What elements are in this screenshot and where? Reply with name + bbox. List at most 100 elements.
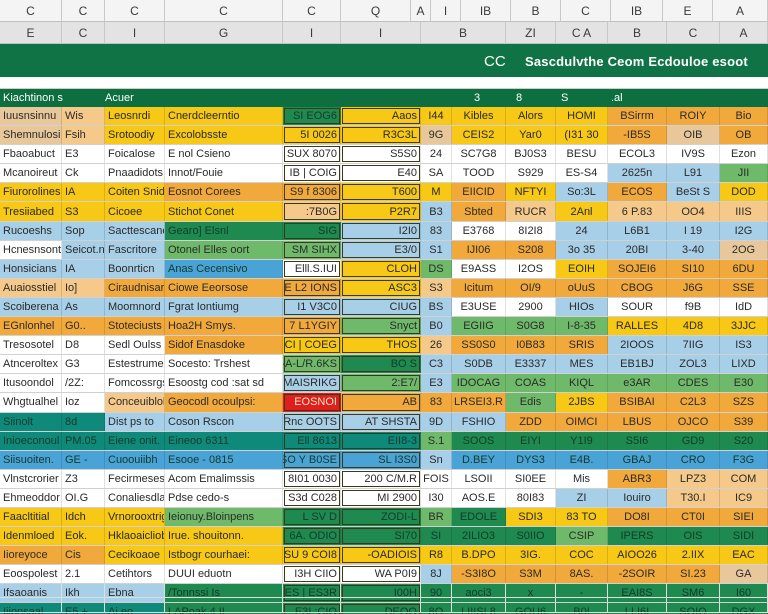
table-cell[interactable]: 83 TO	[556, 507, 608, 527]
table-cell[interactable]: SUX 8070	[283, 145, 341, 164]
table-cell[interactable]: 9G	[421, 126, 452, 145]
table-cell[interactable]: Eoospolest	[0, 565, 62, 584]
table-cell[interactable]: Sidof Enasdoke	[165, 336, 283, 355]
header-col-i[interactable]: S	[561, 92, 569, 104]
table-cell[interactable]: I0B83	[506, 336, 556, 355]
table-cell[interactable]: Eok.	[62, 527, 105, 546]
table-cell[interactable]: Cuoouiibh	[105, 450, 165, 469]
table-cell[interactable]: Elll.S.IUI	[283, 259, 341, 278]
table-cell[interactable]: -2SOIR	[608, 565, 667, 584]
table-cell[interactable]: Whgtualhel	[0, 393, 62, 412]
table-cell[interactable]: E9ASS	[452, 259, 506, 278]
table-cell[interactable]: IS3	[720, 336, 768, 355]
table-cell[interactable]: B0	[421, 317, 452, 336]
table-cell[interactable]: 2ILIO3	[452, 527, 506, 546]
table-cell[interactable]: M	[421, 183, 452, 202]
table-cell[interactable]: 3o 35	[556, 240, 608, 259]
table-cell[interactable]: 6 P.83	[608, 202, 667, 221]
table-cell[interactable]: Fgrat Iontiumg	[165, 297, 283, 317]
table-cell[interactable]: DYS3	[506, 450, 556, 469]
table-cell[interactable]: S0IIO	[506, 527, 556, 546]
table-cell[interactable]: Fascritore	[105, 240, 165, 259]
table-cell[interactable]: BO S	[341, 355, 421, 374]
column-header-second[interactable]: C	[667, 22, 720, 44]
table-cell[interactable]: Inioeconoul	[0, 431, 62, 450]
empty-cell[interactable]	[667, 583, 720, 597]
table-cell[interactable]: THOS	[341, 336, 421, 355]
table-cell[interactable]: SOUR	[608, 297, 667, 317]
table-cell[interactable]: ZODI-L	[341, 507, 421, 527]
table-cell[interactable]: SIG	[283, 221, 341, 240]
table-cell[interactable]: Fbaoabuct	[0, 145, 62, 164]
column-header-top[interactable]: C	[62, 0, 105, 22]
table-cell[interactable]: COM	[720, 469, 768, 488]
table-cell[interactable]: S3	[421, 278, 452, 297]
table-cell[interactable]: -A-L/R.6KS	[283, 355, 341, 374]
table-cell[interactable]: Faacltitial	[0, 507, 62, 527]
table-cell[interactable]: e3AR	[608, 374, 667, 393]
table-cell[interactable]: Scoiberena	[0, 297, 62, 317]
table-cell[interactable]: ZOL3	[667, 355, 720, 374]
table-cell[interactable]: Gearo] Elsnl	[165, 221, 283, 240]
table-cell[interactable]: Alors	[506, 107, 556, 126]
table-cell[interactable]: PM.05	[62, 431, 105, 450]
empty-cell[interactable]	[667, 598, 720, 612]
table-cell[interactable]: WA P0I9	[341, 565, 421, 584]
table-cell[interactable]: S5S0	[341, 145, 421, 164]
table-cell[interactable]: Atnceroltex	[0, 355, 62, 374]
table-cell[interactable]: OI.G	[62, 488, 105, 507]
table-cell[interactable]: LRSEI3.R	[452, 393, 506, 412]
table-cell[interactable]: RALLES	[608, 317, 667, 336]
table-cell[interactable]: COAS	[506, 374, 556, 393]
table-cell[interactable]: EIICID	[452, 183, 506, 202]
table-cell[interactable]: SRIS	[556, 336, 608, 355]
table-cell[interactable]: AB	[341, 393, 421, 412]
table-cell[interactable]: Auaiosstiel	[0, 278, 62, 297]
column-header-top[interactable]: A	[411, 0, 431, 22]
table-cell[interactable]: OB	[720, 126, 768, 145]
table-cell[interactable]: 3IG.	[506, 546, 556, 565]
table-cell[interactable]: SI0EE	[506, 469, 556, 488]
table-cell[interactable]: Tresiiabed	[0, 202, 62, 221]
table-cell[interactable]: 83	[421, 221, 452, 240]
table-cell[interactable]: 2.1	[62, 565, 105, 584]
table-cell[interactable]: Idenmloed	[0, 527, 62, 546]
table-cell[interactable]: ES-S4	[556, 164, 608, 183]
table-cell[interactable]: 7 L1YGIY	[283, 317, 341, 336]
table-cell[interactable]: SC7G8	[452, 145, 506, 164]
table-cell[interactable]: CI | COEG	[283, 336, 341, 355]
table-cell[interactable]: EAC	[720, 546, 768, 565]
empty-cell[interactable]	[165, 598, 283, 612]
table-cell[interactable]: IMAISRIKG	[283, 374, 341, 393]
empty-cell[interactable]	[452, 583, 506, 597]
table-cell[interactable]: S9 f 8306	[283, 183, 341, 202]
table-cell[interactable]: 6DU	[720, 259, 768, 278]
table-cell[interactable]: Otonel Elles oort	[165, 240, 283, 259]
column-header-top[interactable]: I	[431, 0, 461, 22]
empty-cell[interactable]	[556, 583, 608, 597]
table-cell[interactable]: 2.IIX	[667, 546, 720, 565]
table-cell[interactable]: S20	[720, 431, 768, 450]
table-cell[interactable]: DOD	[720, 183, 768, 202]
table-cell[interactable]: CT0I	[667, 507, 720, 527]
table-cell[interactable]: 5I 0026	[283, 126, 341, 145]
table-cell[interactable]: IDOCAG	[452, 374, 506, 393]
table-cell[interactable]: R8	[421, 546, 452, 565]
empty-cell[interactable]	[421, 598, 452, 612]
table-cell[interactable]: KIQL	[556, 374, 608, 393]
empty-cell[interactable]	[608, 583, 667, 597]
table-cell[interactable]: B3	[421, 202, 452, 221]
table-cell[interactable]: L91	[667, 164, 720, 183]
table-cell[interactable]: DUUI eduotn	[165, 565, 283, 584]
table-cell[interactable]: EOIH	[556, 259, 608, 278]
column-header-second[interactable]: I	[341, 22, 421, 44]
table-cell[interactable]: SI EOG6	[283, 107, 341, 126]
table-cell[interactable]: E3/0	[341, 240, 421, 259]
table-cell[interactable]: CSIP	[556, 527, 608, 546]
column-header-second[interactable]: A	[720, 22, 768, 44]
table-cell[interactable]: G3	[62, 355, 105, 374]
table-cell[interactable]: AOS.E	[452, 488, 506, 507]
table-cell[interactable]: Srotoodiy	[105, 126, 165, 145]
table-cell[interactable]: I 19	[667, 221, 720, 240]
table-cell[interactable]: L6B1	[608, 221, 667, 240]
